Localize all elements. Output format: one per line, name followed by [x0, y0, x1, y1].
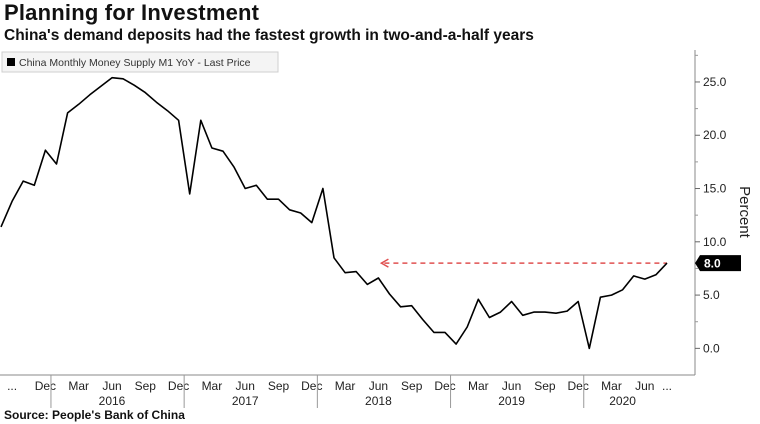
x-month-label: Dec	[168, 379, 189, 393]
last-value-label: 8.0	[704, 257, 721, 271]
x-year-label: 2020	[609, 394, 636, 408]
x-month-label: Jun	[369, 379, 388, 393]
chart-subtitle: China's demand deposits had the fastest …	[4, 27, 534, 44]
x-year-label: 2017	[232, 394, 259, 408]
x-year-label: 2016	[99, 394, 126, 408]
x-month-label: Sep	[268, 379, 290, 393]
x-month-label: Sep	[401, 379, 423, 393]
y-axis-label: Percent	[736, 186, 753, 239]
x-month-label: Sep	[534, 379, 556, 393]
x-month-label: Jun	[502, 379, 521, 393]
y-tick-label: 0.0	[703, 341, 720, 355]
last-value-tag	[695, 255, 741, 272]
x-month-label: Dec	[434, 379, 455, 393]
y-tick-label: 20.0	[703, 128, 727, 142]
x-month-label: Jun	[635, 379, 654, 393]
legend-entry: China Monthly Money Supply M1 YoY - Last…	[19, 57, 251, 69]
series-line	[0, 76, 668, 350]
chart-title: Planning for Investment	[4, 0, 260, 25]
reference-arrowhead	[379, 258, 389, 268]
x-month-label: Dec	[301, 379, 322, 393]
x-year-label: 2018	[365, 394, 392, 408]
x-month-label: Mar	[468, 379, 489, 393]
source-note: Source: People's Bank of China	[4, 408, 185, 422]
x-month-label: Dec	[568, 379, 589, 393]
legend-box	[1, 51, 279, 73]
x-month-label: Jun	[236, 379, 255, 393]
x-month-label: Dec	[35, 379, 56, 393]
x-month-label: Mar	[601, 379, 622, 393]
x-year-label: 2019	[498, 394, 525, 408]
x-month-label: Sep	[135, 379, 157, 393]
legend-swatch	[7, 58, 15, 66]
x-month-label: ...	[7, 379, 17, 393]
x-month-label: ...	[662, 379, 672, 393]
y-tick-label: 5.0	[703, 288, 720, 302]
x-month-label: Mar	[68, 379, 89, 393]
x-month-label: Jun	[102, 379, 121, 393]
y-tick-label: 25.0	[703, 75, 727, 89]
y-tick-label: 10.0	[703, 235, 727, 249]
x-month-label: Mar	[202, 379, 223, 393]
x-month-label: Mar	[335, 379, 356, 393]
y-tick-label: 15.0	[703, 182, 727, 196]
